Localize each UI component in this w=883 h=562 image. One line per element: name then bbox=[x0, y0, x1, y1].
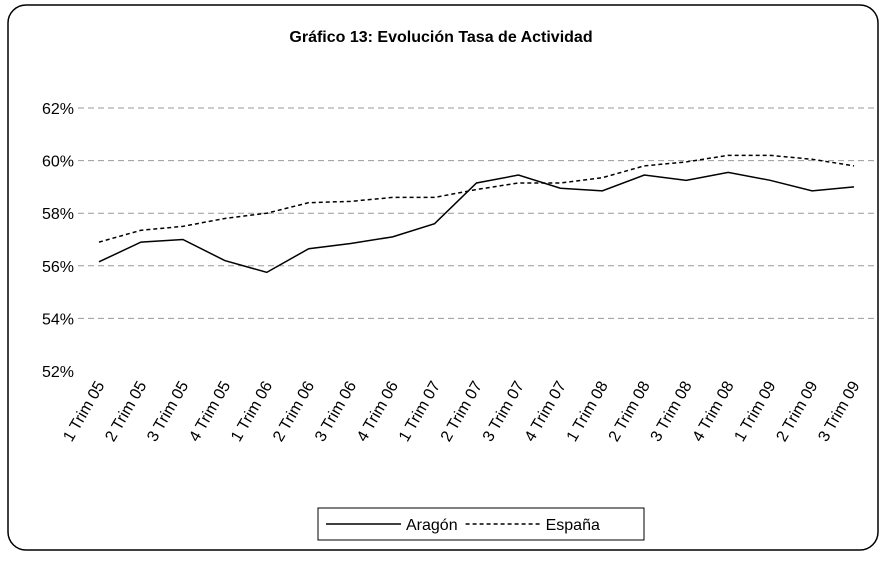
chart-frame bbox=[7, 4, 879, 551]
y-tick-label: 56% bbox=[42, 259, 74, 276]
y-tick-label: 60% bbox=[42, 154, 74, 171]
legend-label: Aragón bbox=[406, 517, 458, 534]
legend-label: España bbox=[546, 517, 600, 534]
chart-title: Gráfico 13: Evolución Tasa de Actividad bbox=[289, 29, 592, 46]
y-tick-label: 54% bbox=[42, 311, 74, 328]
y-tick-label: 58% bbox=[42, 206, 74, 223]
y-tick-label: 52% bbox=[42, 364, 74, 381]
data-line bbox=[98, 171, 855, 274]
data-line bbox=[98, 154, 855, 243]
y-tick-label: 62% bbox=[42, 101, 74, 118]
